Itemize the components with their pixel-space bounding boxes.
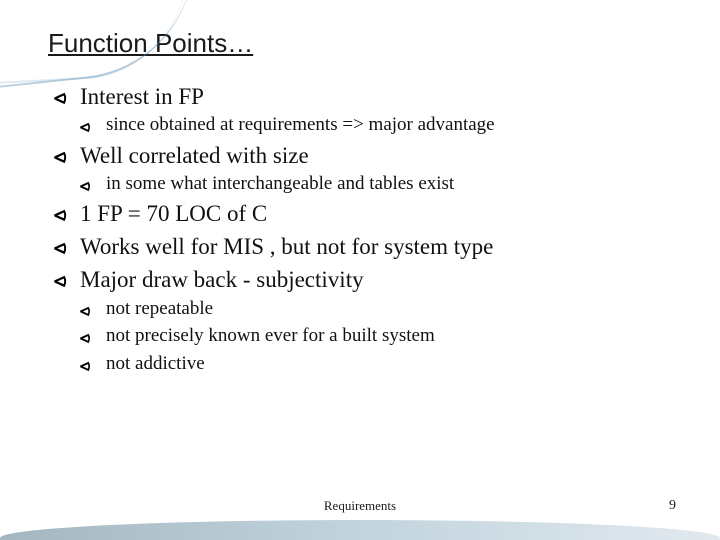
slide-body: ⪦ Interest in FP ⪦ since obtained at req… <box>54 81 672 376</box>
bullet-text: 1 FP = 70 LOC of C <box>80 201 267 226</box>
sub-bullet-list: ⪦ in some what interchangeable and table… <box>80 171 672 197</box>
bullet-icon: ⪦ <box>54 266 66 295</box>
sub-bullet-item: ⪦ not repeatable <box>80 296 672 322</box>
bullet-text: Works well for MIS , but not for system … <box>80 234 493 259</box>
bullet-list: ⪦ Interest in FP ⪦ since obtained at req… <box>54 81 672 376</box>
bullet-item: ⪦ Interest in FP ⪦ since obtained at req… <box>54 81 672 138</box>
sub-bullet-text: not precisely known ever for a built sys… <box>106 325 435 346</box>
bullet-icon: ⪦ <box>80 298 90 322</box>
sub-bullet-item: ⪦ not addictive <box>80 351 672 377</box>
decorative-wave <box>0 520 720 540</box>
sub-bullet-text: not repeatable <box>106 298 213 319</box>
slide-title: Function Points… <box>48 28 672 59</box>
sub-bullet-text: since obtained at requirements => major … <box>106 114 495 135</box>
sub-bullet-list: ⪦ since obtained at requirements => majo… <box>80 112 672 138</box>
bullet-text: Major draw back - subjectivity <box>80 267 364 292</box>
bullet-text: Well correlated with size <box>80 143 309 168</box>
sub-bullet-text: in some what interchangeable and tables … <box>106 173 454 194</box>
bullet-text: Interest in FP <box>80 84 204 109</box>
slide: Function Points… ⪦ Interest in FP ⪦ sinc… <box>0 0 720 540</box>
bullet-icon: ⪦ <box>54 233 66 262</box>
sub-bullet-text: not addictive <box>106 353 205 374</box>
sub-bullet-item: ⪦ not precisely known ever for a built s… <box>80 323 672 349</box>
footer-label: Requirements <box>0 498 720 514</box>
bullet-icon: ⪦ <box>54 142 66 171</box>
bullet-icon: ⪦ <box>80 325 90 349</box>
page-number: 9 <box>669 498 676 514</box>
bullet-item: ⪦ Well correlated with size ⪦ in some wh… <box>54 140 672 197</box>
bullet-icon: ⪦ <box>80 114 90 138</box>
bullet-icon: ⪦ <box>54 83 66 112</box>
bullet-icon: ⪦ <box>80 173 90 197</box>
sub-bullet-list: ⪦ not repeatable ⪦ not precisely known e… <box>80 296 672 377</box>
bullet-icon: ⪦ <box>80 353 90 377</box>
sub-bullet-item: ⪦ in some what interchangeable and table… <box>80 171 672 197</box>
bullet-item: ⪦ Works well for MIS , but not for syste… <box>54 231 672 262</box>
bullet-item: ⪦ 1 FP = 70 LOC of C <box>54 198 672 229</box>
bullet-icon: ⪦ <box>54 200 66 229</box>
sub-bullet-item: ⪦ since obtained at requirements => majo… <box>80 112 672 138</box>
bullet-item: ⪦ Major draw back - subjectivity ⪦ not r… <box>54 264 672 376</box>
